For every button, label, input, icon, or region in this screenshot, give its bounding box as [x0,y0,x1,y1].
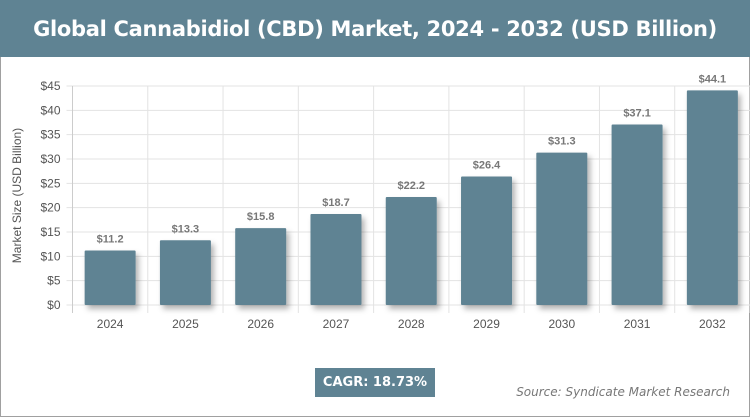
bar-2030 [536,152,588,305]
data-label: $31.3 [548,136,576,148]
cagr-badge: CAGR: 18.73% [315,368,435,397]
data-label: $26.4 [473,160,501,172]
data-label: $37.1 [623,107,651,119]
x-tick-label: 2025 [172,317,199,331]
bar-2032 [686,90,738,305]
y-tick-label: $35 [40,128,60,142]
y-tick-label: $30 [40,152,60,166]
y-axis-label: Market Size (USD Billion) [10,128,24,263]
data-label: $44.1 [699,73,727,85]
x-tick-label: 2028 [398,317,425,331]
bar-2025 [159,240,211,305]
data-label: $11.2 [97,233,124,245]
bar-2026 [235,228,287,305]
data-label: $15.8 [247,211,275,223]
y-tick-label: $45 [40,79,60,93]
data-label: $13.3 [172,223,200,235]
y-tick-label: $15 [40,225,60,239]
title-bar: Global Cannabidiol (CBD) Market, 2024 - … [0,0,750,57]
source-note: Source: Syndicate Market Research [516,385,730,399]
chart-title: Global Cannabidiol (CBD) Market, 2024 - … [33,16,717,41]
y-tick-label: $25 [40,176,60,190]
y-tick-label: $5 [47,274,61,288]
x-tick-label: 2032 [699,317,726,331]
y-tick-label: $20 [40,201,60,215]
x-tick-label: 2031 [624,317,651,331]
x-tick-label: 2026 [247,317,274,331]
bar-2029 [461,176,513,305]
bar-2028 [385,196,437,305]
y-tick-label: $40 [40,103,60,117]
x-tick-label: 2030 [548,317,575,331]
x-tick-label: 2029 [473,317,500,331]
bar-2031 [611,124,663,306]
bar-2027 [310,213,362,305]
bar-2024 [84,250,136,305]
x-tick-label: 2024 [97,317,124,331]
x-tick-label: 2027 [323,317,350,331]
data-label: $18.7 [322,197,350,209]
y-tick-label: $0 [47,298,61,312]
y-tick-label: $10 [40,249,60,263]
data-label: $22.2 [397,180,425,192]
